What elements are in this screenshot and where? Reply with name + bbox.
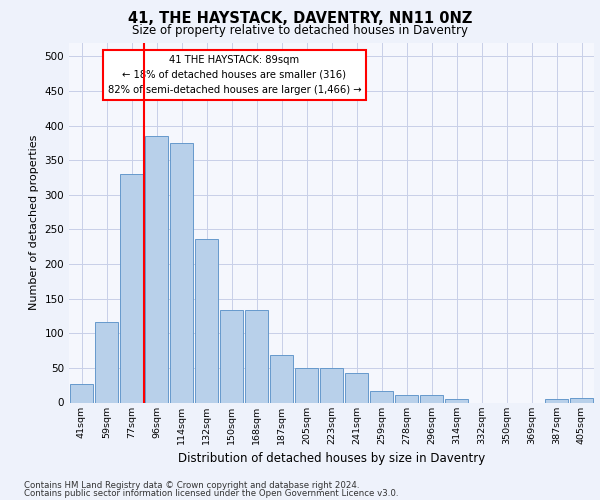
Bar [70, 384, 94, 402]
Bar [569, 398, 593, 402]
Bar [344, 372, 368, 402]
Bar [269, 356, 293, 403]
Y-axis label: Number of detached properties: Number of detached properties [29, 135, 39, 310]
X-axis label: Distribution of detached houses by size in Daventry: Distribution of detached houses by size … [178, 452, 485, 465]
Bar [194, 239, 218, 402]
Text: Size of property relative to detached houses in Daventry: Size of property relative to detached ho… [132, 24, 468, 37]
Text: 41, THE HAYSTACK, DAVENTRY, NN11 0NZ: 41, THE HAYSTACK, DAVENTRY, NN11 0NZ [128, 11, 472, 26]
Bar [145, 136, 169, 402]
Text: Contains public sector information licensed under the Open Government Licence v3: Contains public sector information licen… [24, 489, 398, 498]
Bar [545, 399, 568, 402]
Bar [295, 368, 319, 402]
Bar [395, 395, 418, 402]
Bar [220, 310, 244, 402]
Bar [445, 399, 469, 402]
Bar [95, 322, 118, 402]
Bar [320, 368, 343, 402]
Text: 41 THE HAYSTACK: 89sqm
← 18% of detached houses are smaller (316)
82% of semi-de: 41 THE HAYSTACK: 89sqm ← 18% of detached… [107, 55, 361, 94]
Bar [419, 395, 443, 402]
Bar [245, 310, 268, 402]
Text: Contains HM Land Registry data © Crown copyright and database right 2024.: Contains HM Land Registry data © Crown c… [24, 481, 359, 490]
Bar [170, 143, 193, 403]
Bar [370, 392, 394, 402]
Bar [119, 174, 143, 402]
